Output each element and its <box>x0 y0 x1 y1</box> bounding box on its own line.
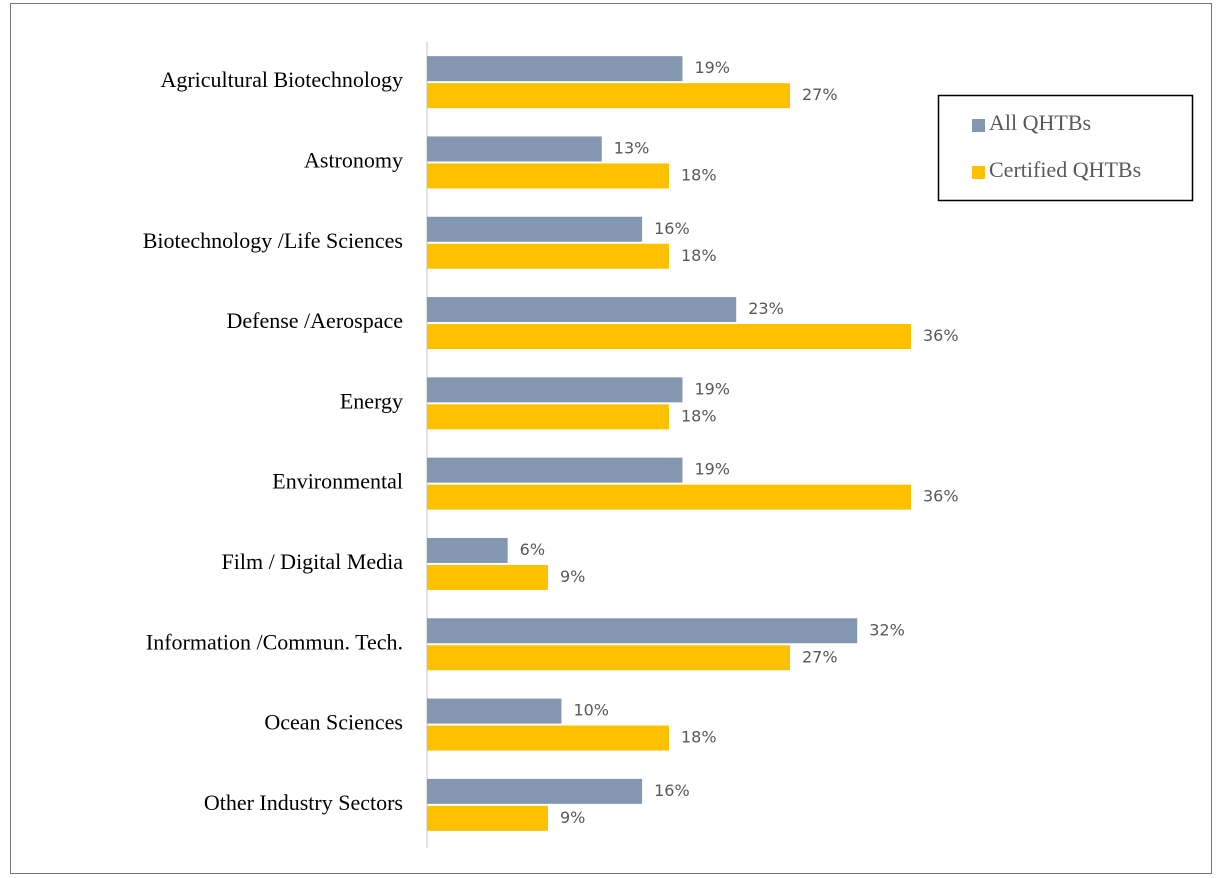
category-label: Energy <box>340 388 403 413</box>
value-label: 10% <box>573 701 609 720</box>
value-label: 19% <box>694 460 730 479</box>
value-label: 16% <box>654 781 690 800</box>
legend-swatch <box>972 119 985 132</box>
bar <box>427 698 562 724</box>
bar <box>427 778 643 804</box>
value-label: 23% <box>748 299 784 318</box>
category-label: Defense /Aerospace <box>226 308 403 333</box>
bar <box>427 377 683 403</box>
bar <box>427 457 683 483</box>
value-label: 18% <box>681 406 717 425</box>
legend-swatch <box>972 166 985 179</box>
value-label: 9% <box>560 808 585 827</box>
legend-label: Certified QHTBs <box>989 157 1141 182</box>
bar <box>427 297 737 323</box>
value-label: 9% <box>560 567 585 586</box>
bar <box>427 618 858 644</box>
bar <box>427 484 911 510</box>
category-label: Film / Digital Media <box>222 549 404 574</box>
chart-border <box>10 3 1212 874</box>
bar <box>427 537 508 563</box>
legend-label: All QHTBs <box>989 110 1091 135</box>
bar <box>427 324 911 350</box>
value-label: 27% <box>802 647 838 666</box>
value-label: 32% <box>869 620 905 639</box>
bar <box>427 645 790 671</box>
bar <box>427 56 683 82</box>
value-label: 18% <box>681 246 717 265</box>
value-label: 36% <box>923 487 959 506</box>
bar <box>427 163 669 189</box>
value-label: 18% <box>681 728 717 747</box>
bar <box>427 136 602 162</box>
value-label: 18% <box>681 165 717 184</box>
value-label: 6% <box>520 540 545 559</box>
value-label: 19% <box>694 379 730 398</box>
bar <box>427 216 643 242</box>
category-label: Astronomy <box>304 147 403 172</box>
category-label: Other Industry Sectors <box>204 790 403 815</box>
value-label: 19% <box>694 58 730 77</box>
bar <box>427 404 669 430</box>
value-label: 27% <box>802 85 838 104</box>
category-label: Biotechnology /Life Sciences <box>143 228 403 253</box>
bar <box>427 805 548 831</box>
bar <box>427 243 669 269</box>
bar <box>427 564 548 590</box>
bar <box>427 725 669 751</box>
category-label: Ocean Sciences <box>264 710 403 735</box>
legend-box <box>937 94 1194 202</box>
value-label: 13% <box>614 138 650 157</box>
category-label: Information /Commun. Tech. <box>146 629 403 654</box>
category-label: Agricultural Biotechnology <box>160 67 403 92</box>
bar <box>427 83 790 109</box>
value-label: 16% <box>654 219 690 238</box>
category-label: Environmental <box>272 469 403 494</box>
value-label: 36% <box>923 326 959 345</box>
